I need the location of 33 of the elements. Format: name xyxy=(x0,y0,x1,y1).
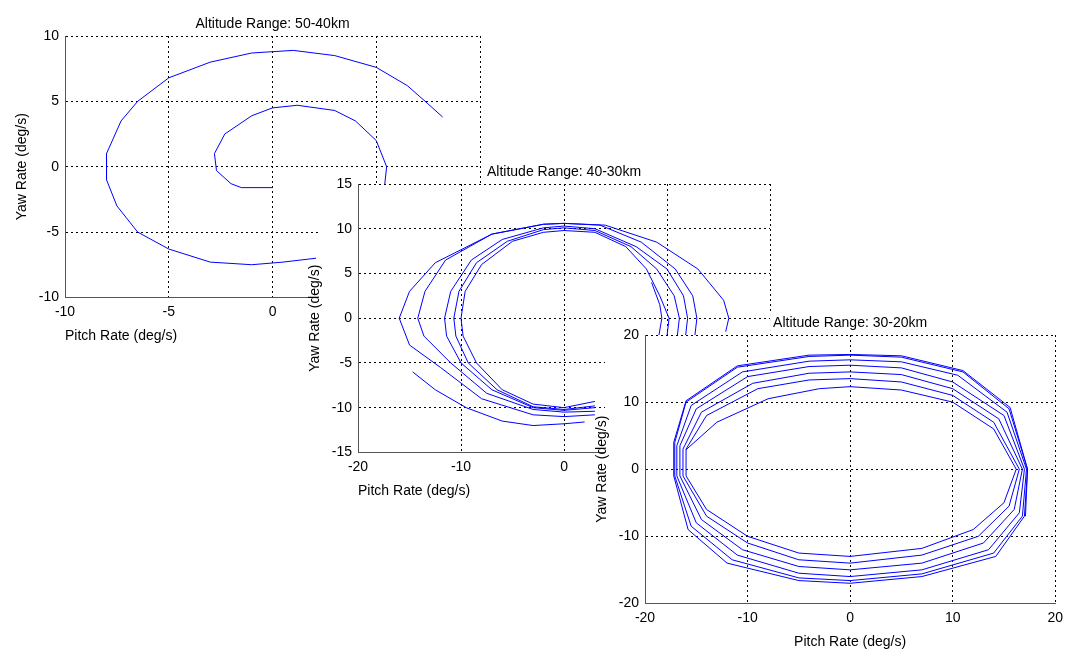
y-tick-label: 20 xyxy=(623,325,640,342)
x-tick-label: 0 xyxy=(846,608,855,625)
y-tick-label: 10 xyxy=(623,392,640,409)
x-axis-title: Pitch Rate (deg/s) xyxy=(65,327,178,344)
x-tick-label: 20 xyxy=(1047,608,1064,625)
y-tick-label: 10 xyxy=(336,219,353,236)
x-tick-label: 0 xyxy=(268,302,277,319)
y-tick-label: -5 xyxy=(46,222,60,239)
y-axis-title: Yaw Rate (deg/s) xyxy=(13,113,30,221)
y-tick-label: -15 xyxy=(331,443,353,460)
x-tick-label: 10 xyxy=(944,608,961,625)
y-axis-title: Yaw Rate (deg/s) xyxy=(306,264,323,372)
y-tick-label: -10 xyxy=(38,288,60,305)
y-tick-label: 10 xyxy=(43,26,60,43)
y-tick-label: 0 xyxy=(51,157,60,174)
x-tick-label: -10 xyxy=(737,608,758,625)
y-tick-label: 5 xyxy=(344,264,353,281)
y-tick-label: -10 xyxy=(618,527,640,544)
x-tick-label: -5 xyxy=(162,302,176,319)
x-axis-title: Pitch Rate (deg/s) xyxy=(794,633,907,650)
x-tick-label: -20 xyxy=(634,608,656,625)
y-tick-label: -20 xyxy=(618,594,640,611)
y-tick-label: -10 xyxy=(331,398,353,415)
chart-title: Altitude Range: 30-20km xyxy=(773,313,928,330)
y-tick-label: 15 xyxy=(336,174,353,191)
chart-title: Altitude Range: 40-30km xyxy=(486,162,642,179)
x-axis-title: Pitch Rate (deg/s) xyxy=(358,482,471,499)
y-axis-title: Yaw Rate (deg/s) xyxy=(593,415,610,523)
y-tick-label: -5 xyxy=(339,353,353,370)
x-tick-label: -10 xyxy=(450,457,472,474)
chart-title: Altitude Range: 50-40km xyxy=(195,14,350,31)
y-tick-label: 5 xyxy=(51,92,60,109)
x-tick-label: 0 xyxy=(560,457,569,474)
